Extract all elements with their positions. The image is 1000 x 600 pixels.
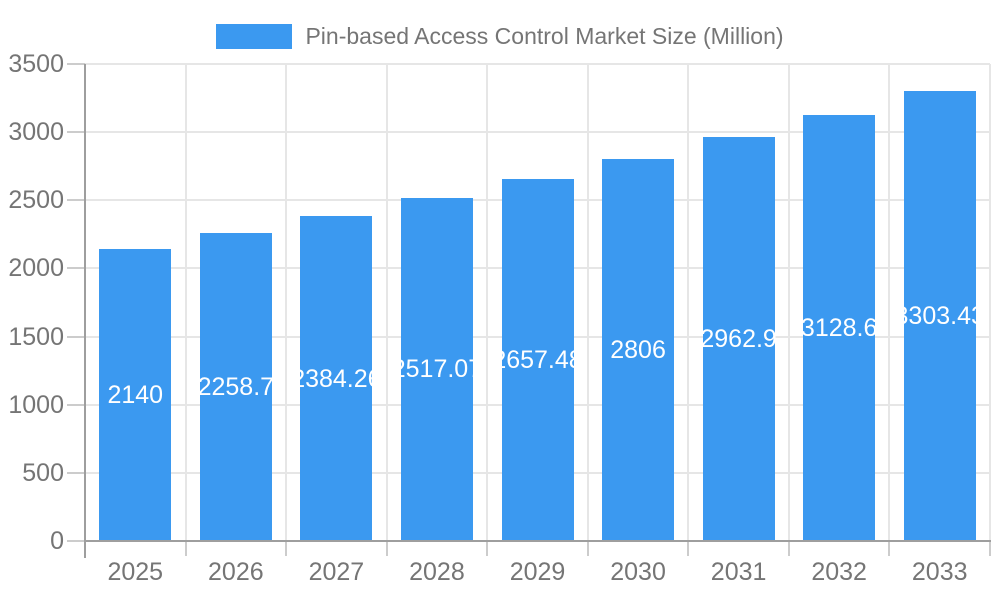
gridline-vertical: [989, 64, 991, 541]
gridline-vertical: [385, 64, 388, 541]
y-axis-tick: [67, 403, 85, 406]
bar-value-label: 2258.7: [197, 373, 275, 402]
x-axis-tick: [385, 541, 388, 556]
y-axis-tick: [67, 199, 85, 202]
y-axis-tick: [67, 63, 85, 65]
x-axis-label: 2028: [409, 558, 465, 586]
y-axis-tick-label: 1500: [8, 322, 64, 351]
x-axis-tick: [486, 541, 489, 556]
x-axis-tick: [989, 541, 991, 556]
y-axis-tick-label: 500: [22, 458, 64, 487]
x-axis-label: 2032: [811, 558, 867, 586]
bar[interactable]: [501, 178, 574, 541]
bar[interactable]: [702, 137, 775, 541]
x-axis-label: 2025: [107, 558, 164, 586]
gridline-horizontal: [85, 131, 990, 134]
gridline-vertical: [184, 64, 187, 541]
y-axis-tick: [67, 540, 85, 542]
x-axis-label: 2027: [308, 558, 365, 586]
x-axis-label: 2029: [509, 558, 566, 586]
bar[interactable]: [300, 216, 373, 541]
x-axis-label: 2026: [208, 558, 264, 586]
bar-value-label: 3128.6: [800, 313, 878, 342]
x-axis-label: 2033: [911, 558, 968, 586]
bar-value-label: 2517.07: [391, 355, 483, 384]
y-axis-tick-label: 2000: [8, 254, 64, 283]
y-axis-tick: [67, 471, 85, 474]
y-axis-tick: [67, 267, 85, 270]
bar-value-label: 2384.26: [291, 364, 382, 393]
y-axis-tick-label: 3000: [8, 118, 64, 147]
x-axis-label: 2031: [710, 558, 767, 586]
bar-value-label: 2962.9: [700, 325, 777, 354]
x-axis-line: [84, 540, 991, 542]
bar-value-label: 2806: [610, 335, 666, 364]
gridline-vertical: [586, 64, 589, 541]
bar-value-label: 3303.43: [894, 301, 985, 330]
gridline-vertical: [687, 64, 690, 541]
y-axis-tick: [67, 131, 85, 134]
bar[interactable]: [400, 197, 473, 541]
x-axis-tick: [285, 541, 288, 556]
y-axis-tick: [67, 335, 85, 338]
x-axis-label: 2030: [610, 558, 666, 586]
x-axis-tick: [184, 541, 187, 556]
bar[interactable]: [199, 233, 272, 541]
x-axis-tick: [586, 541, 589, 556]
bar-value-label: 2657.48: [492, 345, 583, 374]
x-axis-tick: [687, 541, 690, 556]
y-axis-line: [84, 64, 86, 558]
y-axis-tick-label: 3500: [8, 50, 64, 78]
gridline-vertical: [888, 64, 891, 541]
bar-value-label: 2140: [107, 381, 164, 410]
bar[interactable]: [903, 90, 976, 541]
x-axis-tick: [787, 541, 790, 556]
gridline-horizontal: [85, 63, 990, 65]
legend-swatch: [216, 23, 293, 49]
chart-legend[interactable]: Pin-based Access Control Market Size (Mi…: [0, 22, 1000, 50]
gridline-vertical: [285, 64, 288, 541]
bar[interactable]: [803, 114, 876, 541]
gridline-vertical: [486, 64, 489, 541]
y-axis-tick-label: 1000: [8, 390, 64, 419]
y-axis-tick-label: 0: [50, 527, 64, 555]
bar[interactable]: [99, 249, 172, 541]
x-axis-tick: [888, 541, 891, 556]
bar[interactable]: [602, 158, 675, 541]
gridline-vertical: [787, 64, 790, 541]
y-axis-tick-label: 2500: [8, 186, 64, 215]
legend-title: Pin-based Access Control Market Size (Mi…: [305, 23, 784, 49]
